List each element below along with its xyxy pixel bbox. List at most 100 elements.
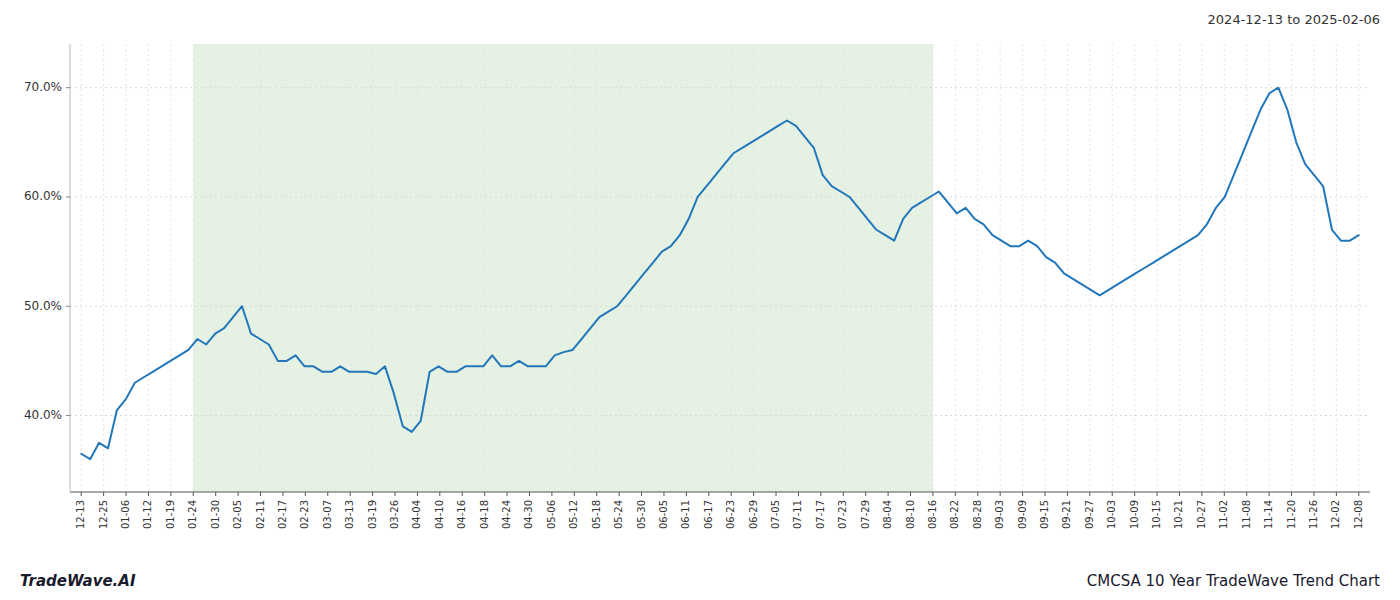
x-tick — [507, 492, 508, 496]
x-tick-label: 09-15 — [1039, 500, 1050, 529]
grid-line-x — [327, 44, 328, 492]
x-tick-label: 11-14 — [1263, 500, 1274, 529]
grid-line-x — [1313, 44, 1314, 492]
x-tick — [417, 492, 418, 496]
grid-line-x — [305, 44, 306, 492]
highlight-group — [193, 44, 933, 492]
chart-svg: 40.0%50.0%60.0%70.0%12-1312-2501-0601-12… — [0, 0, 1400, 600]
y-tick — [66, 415, 70, 416]
grid-line-x — [820, 44, 821, 492]
grid-line-x — [843, 44, 844, 492]
grid-line-x — [1134, 44, 1135, 492]
x-tick — [910, 492, 911, 496]
x-tick-label: 05-18 — [591, 500, 602, 529]
x-tick-label: 11-02 — [1218, 500, 1229, 529]
x-tick — [1336, 492, 1337, 496]
x-tick — [282, 492, 283, 496]
grid-line-x — [1179, 44, 1180, 492]
x-tick — [327, 492, 328, 496]
x-tick — [1067, 492, 1068, 496]
grid-line-x — [1089, 44, 1090, 492]
x-tick — [462, 492, 463, 496]
x-tick — [350, 492, 351, 496]
x-tick — [865, 492, 866, 496]
annotation: TradeWave.AI — [20, 572, 136, 590]
x-tick-label: 04-24 — [501, 500, 512, 529]
y-tick-label: 50.0% — [24, 299, 62, 313]
x-tick — [1224, 492, 1225, 496]
x-tick-label: 02-23 — [299, 500, 310, 529]
grid-line-x — [1000, 44, 1001, 492]
x-tick — [955, 492, 956, 496]
grid-line-x — [731, 44, 732, 492]
x-tick — [776, 492, 777, 496]
grid-line-x — [888, 44, 889, 492]
x-tick — [126, 492, 127, 496]
y-tick-label: 70.0% — [24, 80, 62, 94]
x-tick — [1246, 492, 1247, 496]
x-tick — [932, 492, 933, 496]
x-tick-label: 01-24 — [187, 500, 198, 529]
grid-line-x — [350, 44, 351, 492]
x-tick — [148, 492, 149, 496]
grid-line-x — [798, 44, 799, 492]
x-tick-label: 02-05 — [232, 500, 243, 529]
grid-line-x — [551, 44, 552, 492]
grid-line-x — [932, 44, 933, 492]
x-tick-label: 05-06 — [546, 500, 557, 529]
x-tick-label: 04-04 — [411, 500, 422, 529]
x-tick-label: 04-18 — [479, 500, 490, 529]
series-group — [81, 88, 1359, 460]
grid-line-x — [663, 44, 664, 492]
x-tick-label: 12-13 — [75, 500, 86, 529]
x-tick — [439, 492, 440, 496]
x-tick-label: 10-27 — [1196, 500, 1207, 529]
x-tick-label: 11-26 — [1308, 500, 1319, 529]
grid-line-x — [439, 44, 440, 492]
grid-line-x — [619, 44, 620, 492]
grid-line-x — [148, 44, 149, 492]
axes: 40.0%50.0%60.0%70.0%12-1312-2501-0601-12… — [24, 44, 1370, 529]
x-tick-label: 09-27 — [1084, 500, 1095, 529]
x-tick-label: 06-11 — [680, 500, 691, 529]
x-tick-label: 03-26 — [389, 500, 400, 529]
x-tick-label: 10-09 — [1129, 500, 1140, 529]
grid-line-x — [1336, 44, 1337, 492]
x-tick-label: 10-21 — [1173, 500, 1184, 529]
grid-line-x — [529, 44, 530, 492]
highlight-band — [193, 44, 933, 492]
y-tick-label: 40.0% — [24, 408, 62, 422]
x-tick — [619, 492, 620, 496]
x-axis-line — [70, 492, 1370, 493]
grid-line-x — [1246, 44, 1247, 492]
x-tick — [1358, 492, 1359, 496]
grid-line-x — [1269, 44, 1270, 492]
x-tick-label: 05-24 — [613, 500, 624, 529]
grid-line-x — [462, 44, 463, 492]
x-tick-label: 07-11 — [792, 500, 803, 529]
x-tick — [103, 492, 104, 496]
x-tick — [596, 492, 597, 496]
x-tick — [215, 492, 216, 496]
x-tick-label: 04-16 — [456, 500, 467, 529]
x-tick — [708, 492, 709, 496]
grid-line-x — [686, 44, 687, 492]
grid-line-x — [81, 44, 82, 492]
grid-line-y — [70, 415, 1370, 416]
grid-line-x — [103, 44, 104, 492]
x-tick-label: 06-23 — [725, 500, 736, 529]
x-tick — [1179, 492, 1180, 496]
x-tick — [686, 492, 687, 496]
x-tick — [641, 492, 642, 496]
grid-line-x — [1157, 44, 1158, 492]
grid-line-x — [126, 44, 127, 492]
x-tick — [1201, 492, 1202, 496]
x-tick-label: 05-12 — [568, 500, 579, 529]
x-tick-label: 06-29 — [748, 500, 759, 529]
x-tick — [529, 492, 530, 496]
x-tick-label: 02-17 — [277, 500, 288, 529]
grid-line-y — [70, 306, 1370, 307]
x-tick — [372, 492, 373, 496]
grid — [70, 44, 1370, 492]
subtitle: 2024-12-13 to 2025-02-06 — [1208, 12, 1380, 27]
